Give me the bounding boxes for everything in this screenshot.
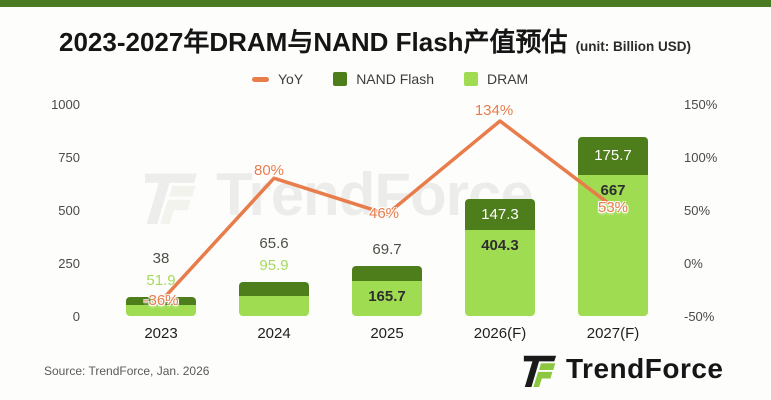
top-accent-bar <box>0 0 771 7</box>
trendforce-logo-text: TrendForce <box>566 353 724 384</box>
trendforce-logo: TrendForce <box>521 349 723 389</box>
y-axis-right-tick-100%: 100% <box>684 150 718 165</box>
legend-label: NAND Flash <box>356 71 434 87</box>
value-label-dram-2027(F): 667 <box>600 181 626 199</box>
value-label-nand-2025: 69.7 <box>372 241 402 259</box>
stacked-bar-2027(F) <box>578 137 648 316</box>
value-label-dram-2023: 51.9 <box>146 271 176 289</box>
yoy-label-2026(F): 134% <box>474 101 514 119</box>
chart-title: 2023-2027年DRAM与NAND Flash产值预估 <box>59 27 568 57</box>
bar-segment-dram-2023 <box>126 304 196 316</box>
x-axis-label-2024: 2024 <box>257 325 291 342</box>
value-label-dram-2026(F): 404.3 <box>481 237 519 255</box>
chart-legend: YoY NAND Flash DRAM <box>252 71 528 87</box>
stacked-bar-2024 <box>239 281 309 316</box>
bar-segment-nand-2024 <box>239 281 309 296</box>
x-axis-label-2023: 2023 <box>144 325 178 342</box>
y-axis-left-tick-1000: 1000 <box>51 97 80 112</box>
chart-unit-label: (unit: Billion USD) <box>575 39 692 54</box>
legend-swatch-icon <box>252 76 269 82</box>
bar-segment-nand-2025 <box>352 266 422 281</box>
y-axis-right-tick--50%: -50% <box>684 309 715 324</box>
yoy-label-2024: 80% <box>253 162 285 180</box>
watermark-logo-icon <box>145 173 197 224</box>
y-axis-left-tick-250: 250 <box>58 256 80 271</box>
legend-swatch-icon <box>333 72 348 86</box>
value-label-nand-2027(F): 175.7 <box>594 146 632 164</box>
legend-item-dram: DRAM <box>463 71 529 87</box>
y-axis-left-tick-0: 0 <box>72 309 80 324</box>
value-label-dram-2024: 95.9 <box>259 256 289 274</box>
value-label-dram-2025: 165.7 <box>368 287 406 305</box>
legend-label: YoY <box>278 71 304 87</box>
legend-label: DRAM <box>486 71 529 87</box>
legend-item-yoy: YoY <box>252 71 303 87</box>
y-axis-right-tick-150%: 150% <box>684 97 718 112</box>
x-axis-label-2026(F): 2026(F) <box>473 325 527 342</box>
yoy-label-2023: -36% <box>143 292 179 310</box>
yoy-label-2025: 46% <box>368 205 400 223</box>
y-axis-left-tick-750: 750 <box>58 150 80 165</box>
x-axis-label-2025: 2025 <box>370 325 404 342</box>
x-axis-label-2027(F): 2027(F) <box>586 325 640 342</box>
yoy-label-2027(F): 53% <box>597 198 629 216</box>
y-axis-right-tick-0%: 0% <box>684 256 703 271</box>
value-label-nand-2024: 65.6 <box>259 234 289 252</box>
bar-segment-dram-2024 <box>239 295 309 316</box>
legend-swatch-icon <box>463 72 478 86</box>
value-label-nand-2026(F): 147.3 <box>481 205 519 223</box>
legend-item-nand-flash: NAND Flash <box>333 71 434 87</box>
y-axis-right-tick-50%: 50% <box>684 203 711 218</box>
source-note: Source: TrendForce, Jan. 2026 <box>44 364 210 378</box>
page-title: 2023-2027年DRAM与NAND Flash产值预估 (unit: Bill… <box>59 22 691 59</box>
value-label-nand-2023: 38 <box>152 249 170 267</box>
trendforce-logo-icon <box>523 355 557 388</box>
y-axis-left-tick-500: 500 <box>58 203 80 218</box>
